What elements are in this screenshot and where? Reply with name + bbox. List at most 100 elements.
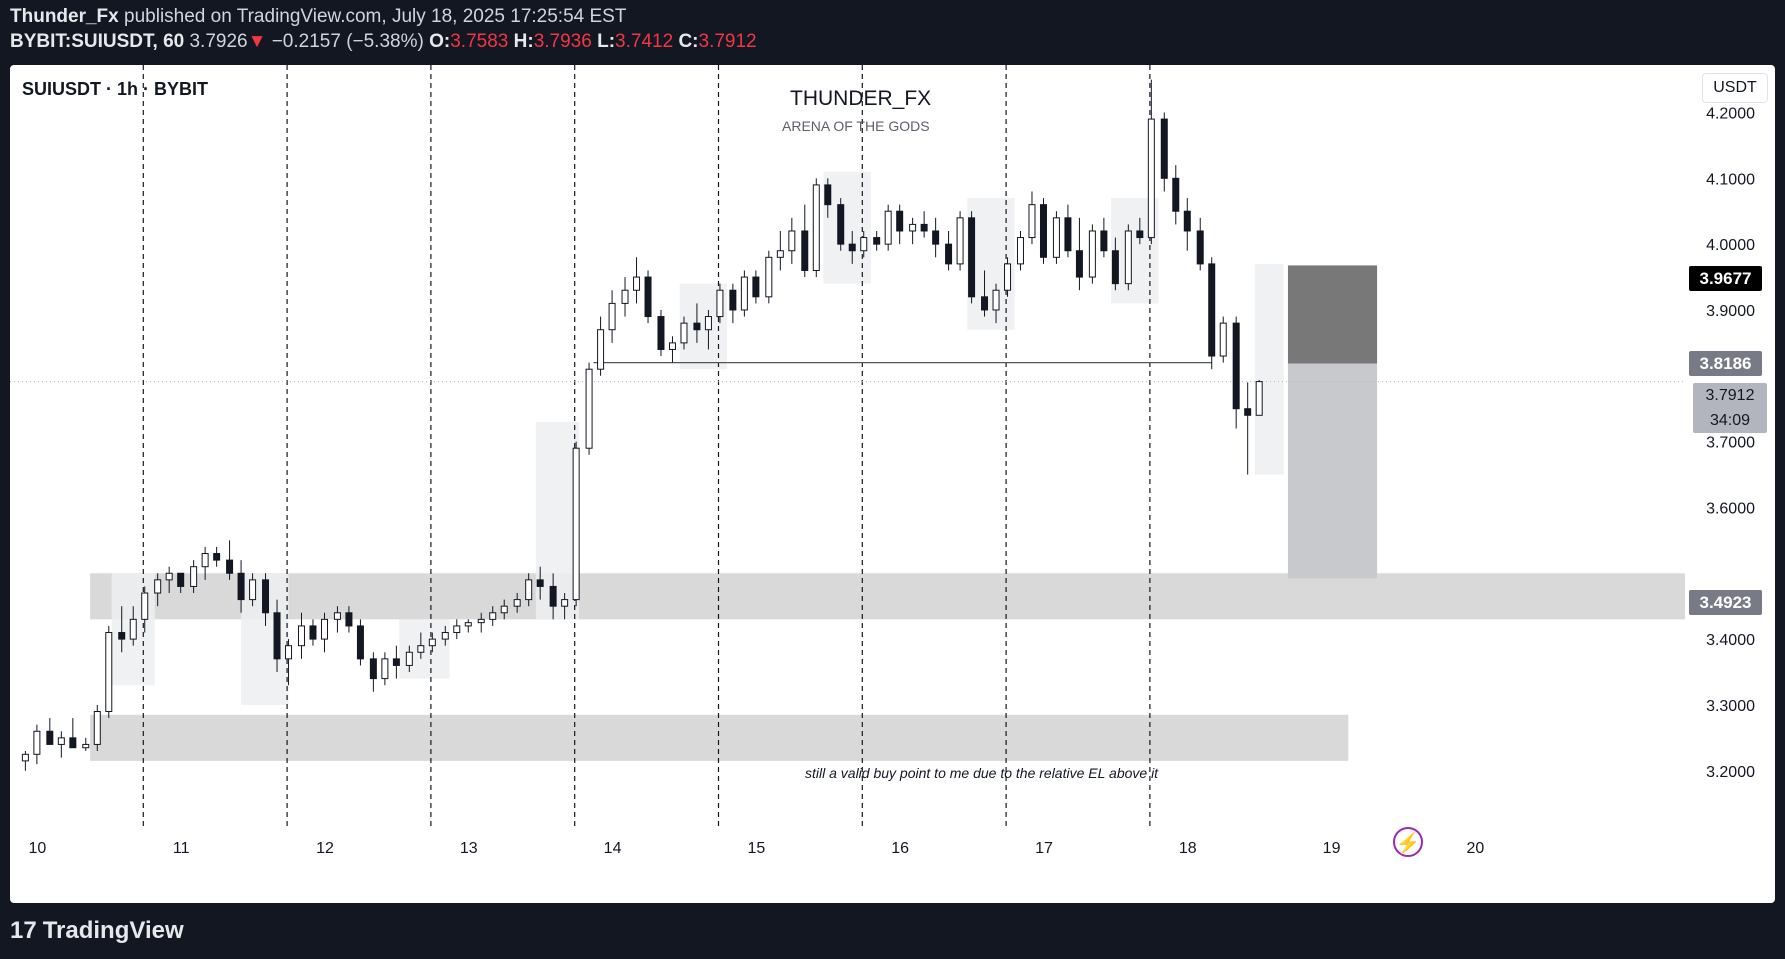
publish-date: published on TradingView.com, July 18, 2…: [124, 6, 627, 27]
close-label: C:: [678, 31, 699, 52]
candle-body: [441, 632, 449, 640]
open-value: 3.7583: [450, 31, 509, 52]
candle-body: [190, 566, 198, 587]
candle-body: [428, 638, 436, 647]
candle-body: [873, 237, 881, 245]
candle-body: [992, 289, 1000, 311]
candle-body: [549, 585, 557, 607]
candle-body: [201, 553, 209, 568]
x-tick-label: 16: [891, 840, 909, 857]
candle-body: [1183, 210, 1191, 232]
low-value: 3.7412: [615, 31, 674, 52]
candle-body: [572, 447, 580, 601]
target-zone: [1287, 265, 1378, 364]
candle-body: [716, 289, 724, 318]
candle-body: [1172, 177, 1180, 212]
candle-body: [129, 618, 137, 640]
candle-body: [1100, 230, 1108, 252]
x-tick-label: 12: [316, 840, 334, 857]
lightning-bolt-icon[interactable]: ⚡: [1393, 827, 1423, 857]
candle-body: [105, 632, 113, 713]
close-value: 3.7912: [698, 31, 757, 52]
brand-name: TradingView: [42, 917, 184, 944]
candle-body: [945, 243, 953, 265]
candle-body: [668, 342, 676, 350]
candle-body: [740, 276, 748, 311]
candle-body: [837, 204, 845, 245]
y-tick-label: 3.9000: [1706, 303, 1755, 320]
candle-body: [536, 579, 544, 587]
candle-body: [1147, 118, 1155, 239]
candle-body: [1111, 250, 1119, 285]
candle-body: [1232, 322, 1240, 410]
chart-legend: SUIUSDT · 1h · BYBIT: [22, 79, 209, 99]
candle-body: [165, 572, 173, 581]
candle-body: [1028, 204, 1036, 239]
footer-brand: 17 TradingView: [10, 917, 184, 945]
x-tick-label: 20: [1466, 840, 1484, 857]
order-block-box: [1254, 263, 1284, 475]
author-name[interactable]: Thunder_Fx: [10, 6, 119, 27]
candle-body: [704, 316, 712, 331]
candle-body: [1124, 230, 1132, 285]
candle-body: [333, 612, 341, 620]
order-block-box: [823, 171, 871, 284]
watermark-title: THUNDER_FX: [790, 87, 932, 110]
candle-body: [909, 223, 917, 232]
candle-body: [118, 632, 126, 640]
candle-body: [464, 622, 472, 627]
x-tick-label: 15: [747, 840, 765, 857]
candle-body: [981, 296, 989, 311]
current-price-value: 3.7912: [1705, 387, 1755, 404]
candle-body: [369, 658, 377, 680]
candle-body: [1052, 217, 1060, 258]
publish-info: Thunder_Fx published on TradingView.com,…: [10, 6, 626, 28]
demand-zone: [90, 573, 1686, 620]
y-tick-label: 4.2000: [1706, 105, 1755, 122]
x-tick-label: 19: [1323, 840, 1341, 857]
candle-body: [525, 579, 533, 601]
candle-body: [621, 289, 629, 304]
candle-body: [405, 651, 413, 666]
low-label: L:: [597, 31, 616, 52]
candle-body: [356, 625, 364, 660]
candle-body: [633, 276, 641, 291]
demand-zone: [90, 714, 1349, 761]
y-tick-label: 3.4000: [1706, 632, 1755, 649]
x-tick-label: 14: [604, 840, 622, 857]
currency-button[interactable]: USDT: [1702, 73, 1768, 103]
candle-body: [21, 753, 29, 762]
candle-body: [597, 329, 605, 370]
candle-body: [46, 730, 54, 745]
order-block-box: [399, 619, 450, 679]
candle-body: [141, 592, 149, 620]
candle-body: [1016, 237, 1024, 265]
candle-body: [345, 612, 353, 627]
candle-body: [608, 302, 616, 331]
candle-body: [69, 737, 77, 749]
candle-body: [297, 625, 305, 647]
candle-body: [1075, 250, 1083, 278]
candle-body: [824, 184, 832, 206]
candle-body: [729, 289, 737, 311]
x-tick-label: 13: [460, 840, 478, 857]
candle-body: [500, 605, 508, 614]
y-tick-label: 3.6000: [1706, 500, 1755, 517]
candle-body: [226, 559, 234, 574]
candle-body: [896, 210, 904, 232]
last-price: 3.7926: [189, 31, 248, 52]
price-chart[interactable]: 3.2000 3.3000 3.4000 3.6000 3.7000 3.9000 4.00…: [10, 65, 1775, 903]
candle-body: [57, 737, 65, 745]
candle-body: [392, 658, 400, 666]
candle-body: [93, 711, 101, 745]
y-tick-label: 4.0000: [1706, 237, 1755, 254]
y-tick-label: 4.1000: [1706, 171, 1755, 188]
candle-body: [320, 618, 328, 640]
chart-panel[interactable]: 3.2000 3.3000 3.4000 3.6000 3.7000 3.9000 4.00…: [10, 65, 1775, 903]
candle-body: [585, 368, 593, 449]
candle-body: [237, 572, 245, 601]
candle-body: [860, 237, 868, 252]
stop-price-label: 3.4923: [1689, 590, 1762, 615]
y-tick-label: 3.2000: [1706, 764, 1755, 781]
candle-body: [453, 625, 461, 634]
